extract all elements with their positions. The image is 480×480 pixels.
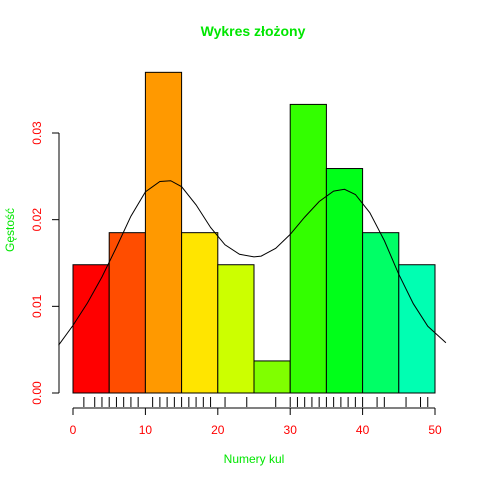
x-tick-label: 30 <box>284 423 298 437</box>
density-curve-layer <box>58 180 447 346</box>
chart-title: Wykres złożony <box>201 23 306 39</box>
x-tick-label: 20 <box>211 423 225 437</box>
x-tick-label: 0 <box>70 423 77 437</box>
y-tick-label: 0.03 <box>30 121 44 145</box>
histogram-bars <box>72 71 436 394</box>
histogram-bar <box>181 232 219 394</box>
y-axis-label: Gęstość <box>3 208 17 252</box>
y-tick-label: 0.01 <box>30 294 44 318</box>
x-axis: 0 10 20 30 40 50 <box>70 407 442 437</box>
x-tick-label: 50 <box>428 423 442 437</box>
y-axis: 0.00 0.01 0.02 0.03 <box>30 121 60 405</box>
y-tick-label: 0.00 <box>30 381 44 405</box>
y-tick-label: 0.02 <box>30 208 44 232</box>
histogram-bar <box>72 264 110 394</box>
histogram-bar <box>217 264 255 394</box>
x-tick-label: 10 <box>139 423 153 437</box>
histogram-bar <box>362 232 400 394</box>
x-tick-label: 40 <box>356 423 370 437</box>
histogram-bar <box>325 168 364 394</box>
histogram-bar <box>108 232 146 394</box>
x-axis-label: Numery kul <box>224 452 285 466</box>
density-curve <box>58 180 447 346</box>
histogram-bar <box>289 103 327 394</box>
histogram-bar <box>144 71 183 394</box>
rug-marks <box>83 397 429 407</box>
histogram-bar <box>253 360 291 394</box>
histogram-bar <box>398 264 436 394</box>
